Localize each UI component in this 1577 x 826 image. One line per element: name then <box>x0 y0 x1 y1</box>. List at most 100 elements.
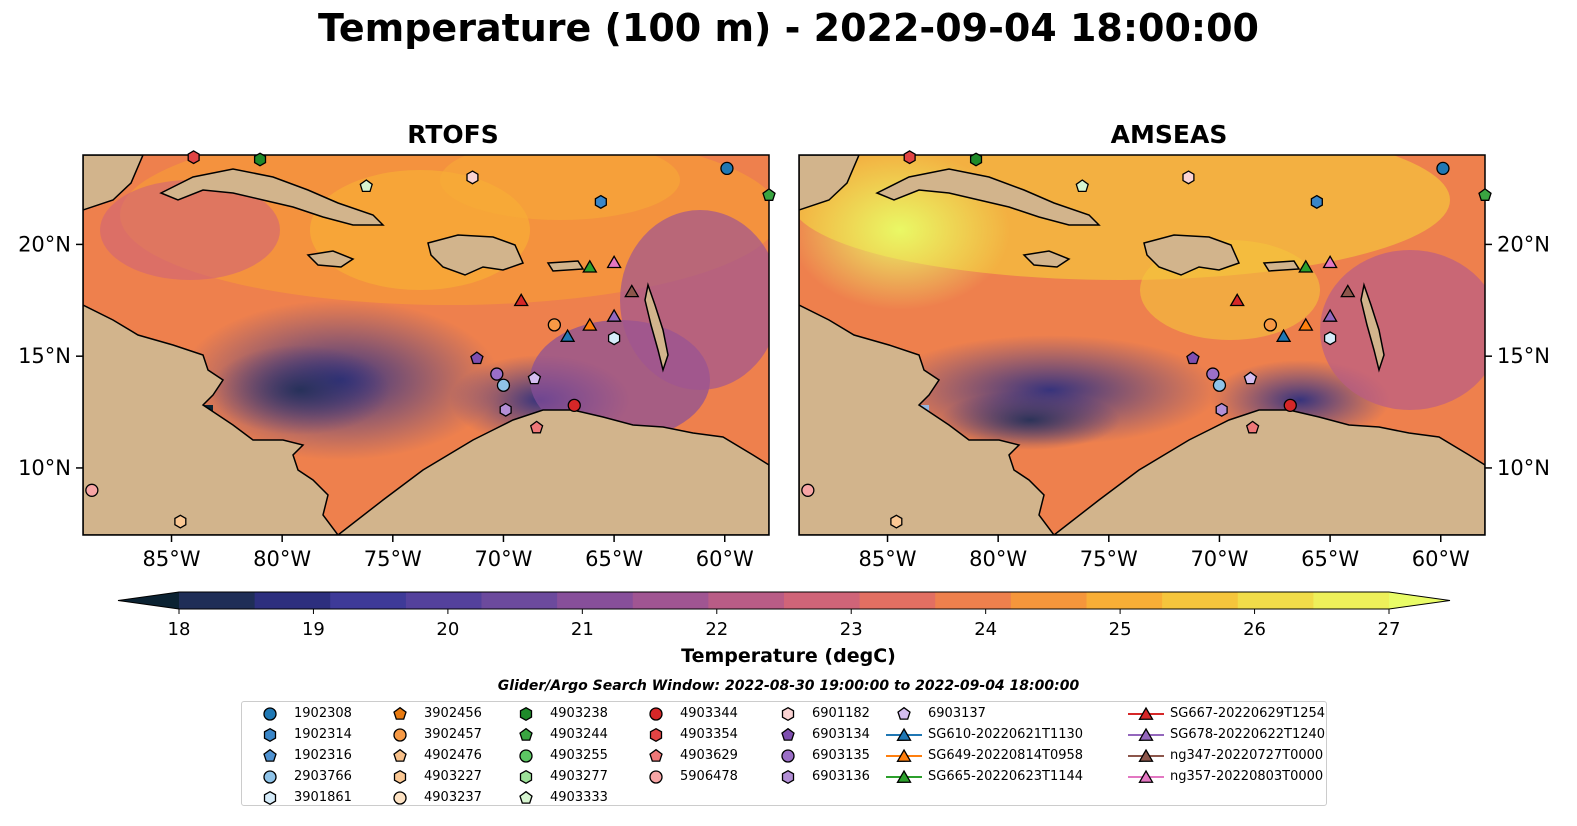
platform-marker <box>969 152 983 167</box>
legend-symbol <box>1138 706 1154 720</box>
platform-marker <box>1340 284 1356 298</box>
legend-label: 2903766 <box>294 769 352 784</box>
colorbar: 18 19 20 21 22 23 24 25 26 27 <box>117 591 1451 640</box>
legend-marker <box>886 748 922 762</box>
legend-marker <box>886 769 922 783</box>
x-tick-label: 80°W <box>969 547 1027 571</box>
y-tick-label: 20°N <box>1497 232 1550 256</box>
colorbar-tick-label: 23 <box>840 619 863 640</box>
platform-marker <box>1310 194 1323 209</box>
colorbar-segment <box>708 592 785 609</box>
legend-marker <box>519 727 533 741</box>
legend-label: 4903237 <box>424 790 482 805</box>
platform-marker <box>1212 378 1227 392</box>
platform-marker <box>607 331 621 346</box>
legend-marker <box>263 790 277 806</box>
x-tick-label: 65°W <box>1301 547 1359 571</box>
legend-symbol <box>393 791 407 805</box>
platform-marker <box>720 161 734 176</box>
legend-symbol <box>896 727 912 741</box>
legend-symbol <box>1138 727 1154 741</box>
legend-label: 6903137 <box>928 706 986 721</box>
platform-marker <box>1322 308 1338 322</box>
legend-marker <box>263 727 277 743</box>
legend-symbol <box>263 770 277 784</box>
legend-label: SG678-20220622T1240 <box>1170 727 1326 742</box>
legend-label: 3901861 <box>294 790 352 805</box>
platform-marker <box>359 179 373 193</box>
colorbar-tick-label: 24 <box>974 619 997 640</box>
platform-marker <box>466 170 479 185</box>
legend-label: 6903136 <box>812 769 870 784</box>
platform-marker <box>85 483 99 497</box>
colorbar-tick-label: 19 <box>302 619 325 640</box>
map-panel-amseas <box>799 155 1485 535</box>
x-tick-label: 75°W <box>364 547 422 571</box>
platform-marker <box>890 514 903 529</box>
colorbar-segment <box>1010 592 1087 609</box>
legend-symbol <box>263 748 277 762</box>
platform-marker <box>1478 188 1492 201</box>
y-tick-label: 15°N <box>1497 344 1550 368</box>
platform-marker <box>582 259 598 273</box>
legend-symbol <box>896 769 912 783</box>
legend-symbol <box>263 707 277 721</box>
platform-marker <box>567 398 581 413</box>
legend-label: 1902308 <box>294 706 352 721</box>
platform-markers <box>85 150 1492 529</box>
legend-label: SG667-20220629T1254 <box>1170 706 1326 721</box>
legend-label: 6903135 <box>812 748 870 763</box>
colorbar-segment <box>254 592 331 609</box>
legend-label: ng357-20220803T0000 <box>1170 769 1324 784</box>
legend-label: 4903255 <box>550 748 608 763</box>
legend-symbol <box>519 769 533 785</box>
platform-marker <box>547 318 561 332</box>
legend-marker <box>649 748 663 762</box>
x-tick-label: 85°W <box>859 547 917 571</box>
platform-marker <box>1245 420 1260 434</box>
legend-symbol <box>1138 748 1154 762</box>
platform-marker <box>513 293 529 307</box>
x-tick-label: 65°W <box>585 547 643 571</box>
platform-marker <box>762 188 776 201</box>
legend-marker <box>393 791 407 805</box>
legend-symbol <box>393 728 407 742</box>
platform-marker <box>187 150 200 165</box>
platform-marker <box>559 328 576 342</box>
y-tick-label: 20°N <box>18 232 71 256</box>
colorbar-segment <box>1237 592 1314 609</box>
colorbar-tick-label: 25 <box>1109 619 1132 640</box>
legend-symbol <box>781 769 795 785</box>
search-window-text: Glider/Argo Search Window: 2022-08-30 19… <box>497 678 1080 694</box>
legend-symbol <box>1138 769 1154 783</box>
x-tick-label: 70°W <box>1190 547 1248 571</box>
colorbar-tick-label: 26 <box>1243 619 1266 640</box>
platform-marker <box>903 150 916 165</box>
legend-symbol <box>649 727 663 743</box>
x-tick-label: 85°W <box>143 547 201 571</box>
legend-symbol <box>781 727 795 741</box>
legend-marker <box>393 769 407 785</box>
legend-label: 6901182 <box>812 706 870 721</box>
colorbar-label: Temperature (degC) <box>681 645 896 667</box>
platform-marker <box>1243 371 1258 385</box>
legend-label: 4903344 <box>680 706 738 721</box>
legend-marker <box>886 727 922 741</box>
legend-marker <box>1128 769 1164 783</box>
platform-marker <box>594 194 607 209</box>
legend-symbol <box>519 706 533 722</box>
legend-marker <box>519 769 533 785</box>
legend-marker <box>393 706 407 720</box>
colorbar-segment <box>405 592 482 609</box>
legend-marker <box>649 727 663 743</box>
platform-marker <box>174 514 187 529</box>
legend-label: 4903277 <box>550 769 608 784</box>
panel-title-rtofs: RTOFS <box>407 120 499 149</box>
colorbar-segment <box>1313 592 1390 609</box>
platform-marker <box>499 402 512 417</box>
legend-label: 4903629 <box>680 748 738 763</box>
legend-marker <box>519 749 533 763</box>
legend-symbol <box>781 706 795 722</box>
legend-marker <box>263 748 277 762</box>
colorbar-segment <box>935 592 1012 609</box>
